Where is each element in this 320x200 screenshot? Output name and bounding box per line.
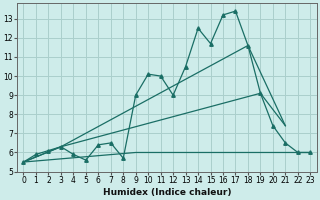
X-axis label: Humidex (Indice chaleur): Humidex (Indice chaleur) xyxy=(103,188,231,197)
